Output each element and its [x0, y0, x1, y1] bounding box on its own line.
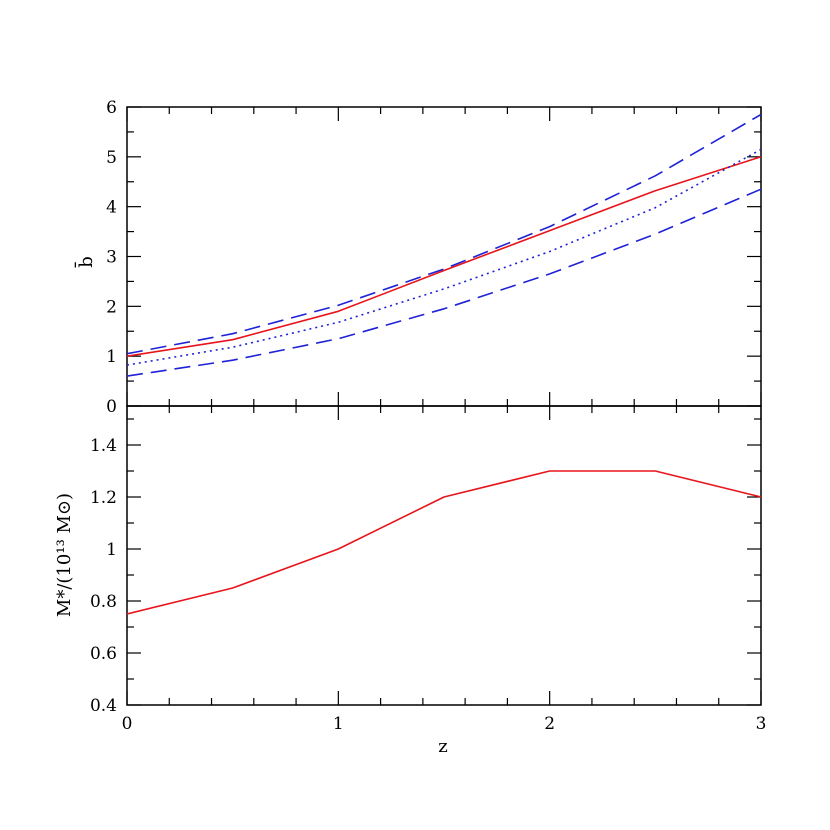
- bias-y-tick-label: 1: [106, 347, 117, 367]
- bias-series-dotted-2: [126, 148, 762, 366]
- bias-y-tick-label: 3: [106, 248, 117, 268]
- mass-panel: 0.4 0.6 0.8 1 1.2 1.4 0 1 2 3: [90, 405, 767, 734]
- mass-y-tick-label: 0.4: [90, 696, 117, 716]
- bias-y-tick-label: 6: [106, 98, 117, 118]
- redshift-axis-label: z: [438, 736, 447, 757]
- mass-y-tick-label: 0.6: [90, 644, 117, 664]
- mass-y-tick-label: 1: [106, 540, 117, 560]
- mass-x-tick-label: 3: [756, 714, 767, 734]
- mass-x-tick-label: 1: [333, 714, 344, 734]
- bias-series-dashed-1: [126, 113, 762, 355]
- bias-series-solid-0: [126, 156, 762, 357]
- mass-axis-label: M*/(10¹³ M⊙): [54, 493, 75, 617]
- bias-series-dashed-3: [126, 188, 762, 377]
- mass-y-tick-label: 0.8: [90, 592, 117, 612]
- bias-y-tick-label: 0: [106, 397, 117, 417]
- bias-y-tick-label: 2: [106, 297, 117, 317]
- bias-y-tick-label: 5: [106, 148, 117, 168]
- mass-x-tick-label: 0: [122, 714, 133, 734]
- mass-y-tick-label: 1.4: [90, 436, 117, 456]
- mass-x-tick-label: 2: [544, 714, 555, 734]
- bias-y-tick-label: 4: [106, 198, 117, 218]
- mass-y-tick-label: 1.2: [90, 488, 117, 508]
- mass-series-solid-0: [126, 470, 762, 615]
- bias-panel: 0 1 2 3 4 5 6: [106, 98, 762, 417]
- mass-frame: [126, 405, 762, 706]
- bias-axis-label: b̄: [73, 256, 97, 268]
